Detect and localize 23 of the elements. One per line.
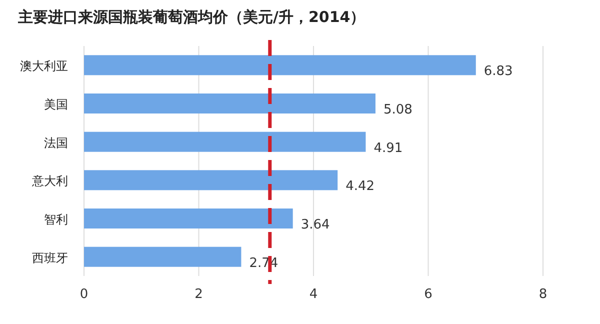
y-tick-label: 美国: [44, 98, 68, 112]
x-tick-label: 4: [309, 287, 318, 302]
x-tick-label: 8: [538, 287, 548, 302]
bar: [84, 170, 338, 190]
data-label: 3.64: [300, 218, 330, 232]
x-tick-label: 6: [424, 287, 432, 302]
data-label: 4.91: [374, 140, 403, 156]
y-tick-label: 法国: [44, 136, 68, 150]
x-tick-label: 0: [80, 287, 88, 302]
y-tick-label: 西班牙: [32, 250, 68, 265]
bar: [84, 208, 293, 228]
chart-title: 主要进口来源国瓶装葡萄酒均价（美元/升，2014）: [17, 8, 366, 26]
y-tick-label: 智利: [44, 212, 68, 226]
data-label: 6.83: [484, 64, 513, 80]
bar: [84, 246, 242, 267]
bar: [84, 94, 376, 114]
x-tick-label: 2: [194, 287, 203, 302]
data-label: 5.08: [383, 102, 412, 118]
bar: [84, 55, 476, 76]
bar: [84, 132, 366, 152]
y-tick-label: 澳大利亚: [20, 59, 68, 74]
y-tick-label: 意大利: [31, 174, 68, 188]
data-label: 4.42: [346, 179, 375, 194]
